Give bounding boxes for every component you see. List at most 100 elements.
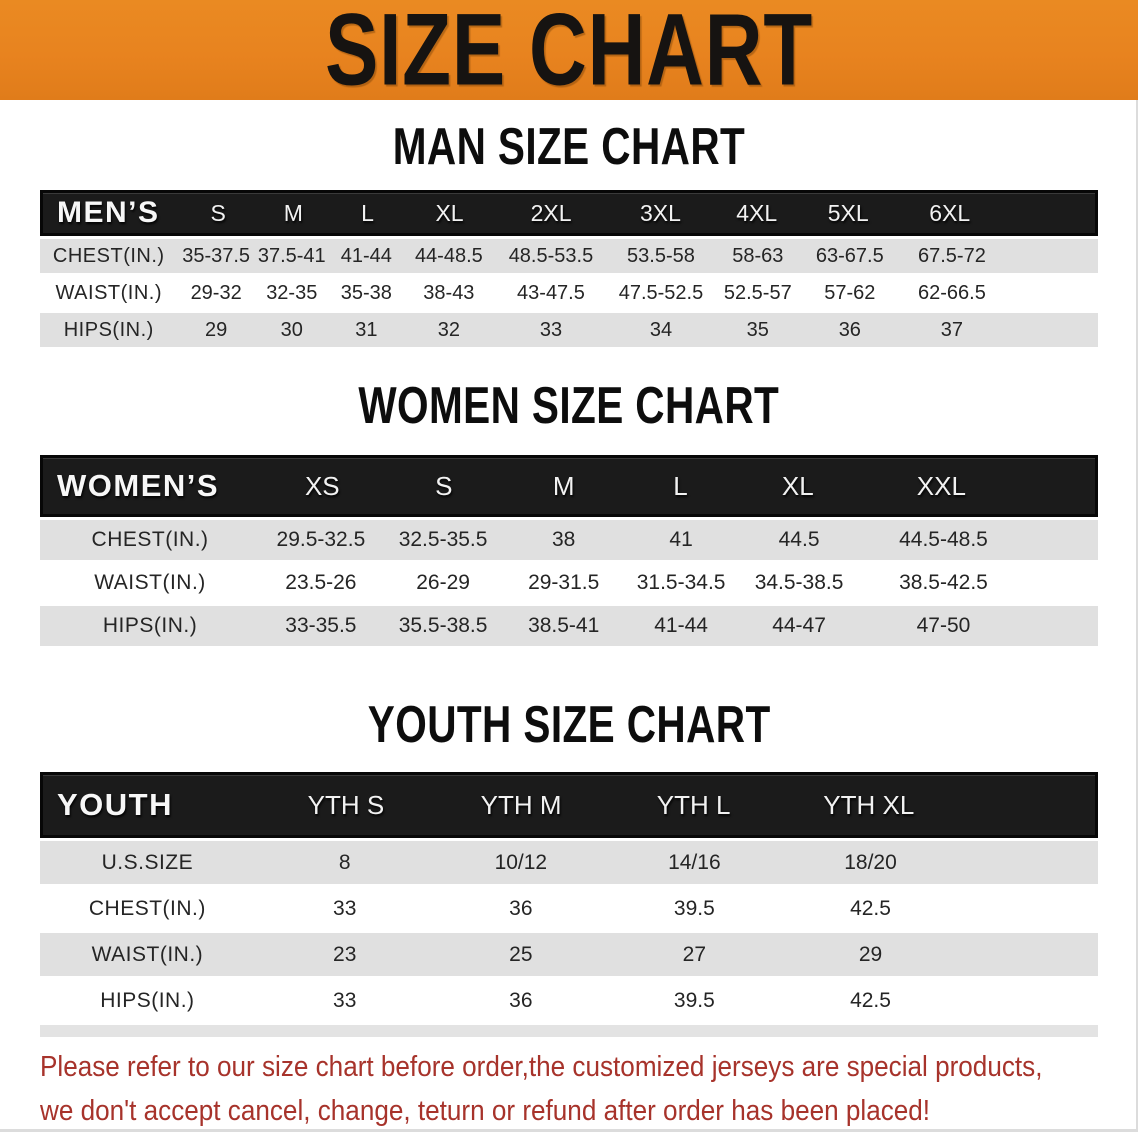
measure-value: 30: [280, 318, 303, 341]
measure-value: 44.5: [778, 528, 820, 551]
men-section-title-text: MAN SIZE CHART: [392, 118, 746, 176]
disclaimer-line-1: Please refer to our size chart before or…: [40, 1051, 1043, 1083]
youth-row-hips-in: HIPS(IN.) 33 36 39.5 42.5: [40, 979, 1098, 1022]
men-section-title: MAN SIZE CHART: [0, 118, 1138, 176]
measure-value: 8: [338, 850, 351, 874]
measure-value: 44-48.5: [414, 244, 483, 267]
youth-size-column-header: YTH M: [480, 789, 562, 820]
measure-value: 57-62: [824, 281, 876, 304]
measure-value: 29.5-32.5: [276, 528, 366, 551]
measure-value: 31.5-34.5: [636, 571, 726, 594]
youth-row-chest-in: CHEST(IN.) 33 36 39.5 42.5: [40, 887, 1098, 930]
men-size-column-header: L: [361, 199, 374, 226]
men-row-chest-in: CHEST(IN.) 35-37.5 37.5-41 41-44 44-48.5 48.5…: [40, 239, 1098, 273]
men-size-table: MEN’S S M L XL 2XL 3XL 4XL 5XL 6XL CHEST(IN.) 35-37…: [40, 190, 1098, 347]
men-size-column-header: 2XL: [530, 199, 572, 226]
measure-value: 63-67.5: [815, 244, 884, 267]
measure-value: 37: [940, 318, 964, 341]
measure-value: 33-35.5: [285, 614, 357, 637]
measure-value: 39.5: [673, 988, 715, 1012]
measure-value: 39.5: [673, 896, 715, 920]
measure-value: 35.5-38.5: [398, 614, 488, 637]
youth-header-label: YOUTH: [57, 787, 173, 822]
measure-value: 35-38: [340, 281, 392, 304]
measure-value: 47-50: [916, 614, 971, 637]
youth-section-title: YOUTH SIZE CHART: [0, 696, 1138, 754]
women-size-column-header: M: [552, 470, 575, 501]
measure-value: 29-32: [190, 281, 242, 304]
measure-value: 36: [838, 318, 861, 341]
measure-value: 41: [669, 528, 693, 551]
measure-value: 42.5: [850, 988, 891, 1012]
measure-label: CHEST(IN.): [91, 528, 209, 551]
measure-value: 32-35: [266, 281, 318, 304]
measure-value: 52.5-57: [723, 281, 792, 304]
women-header-label: WOMEN’S: [57, 468, 220, 503]
measure-label: CHEST(IN.): [88, 896, 206, 920]
men-size-column-header: 6XL: [929, 199, 971, 226]
men-table-header-row: MEN’S S M L XL 2XL 3XL 4XL 5XL 6XL: [40, 190, 1098, 236]
measure-value: 42.5: [850, 896, 891, 920]
measure-value: 37.5-41: [257, 244, 326, 267]
measure-label: HIPS(IN.): [102, 614, 198, 637]
measure-value: 23.5-26: [285, 571, 357, 594]
men-size-column-header: 4XL: [736, 199, 778, 226]
youth-row-u-s-size: U.S.SIZE 8 10/12 14/16 18/20: [40, 841, 1098, 884]
measure-label: CHEST(IN.): [52, 244, 165, 267]
measure-value: 26-29: [416, 571, 470, 594]
measure-value: 38.5-41: [528, 614, 600, 637]
measure-value: 31: [355, 318, 378, 341]
measure-value: 33: [539, 318, 563, 341]
women-section-title: WOMEN SIZE CHART: [0, 377, 1138, 435]
measure-value: 33: [333, 896, 357, 920]
measure-value: 38: [552, 528, 576, 551]
measure-value: 41-44: [340, 244, 392, 267]
measure-value: 35-37.5: [182, 244, 251, 267]
youth-table-header-row: YOUTH YTH S YTH M YTH L YTH XL: [40, 772, 1098, 838]
youth-size-table: YOUTH YTH S YTH M YTH L YTH XL U.S.SIZE 8 10/12…: [40, 772, 1098, 1037]
youth-size-column-header: YTH L: [656, 789, 731, 820]
men-size-column-header: S: [210, 199, 226, 226]
men-size-column-header: XL: [435, 199, 464, 226]
men-size-column-header: M: [283, 199, 303, 226]
measure-value: 38-43: [423, 281, 475, 304]
women-size-column-header: S: [435, 470, 453, 501]
measure-value: 29-31.5: [528, 571, 600, 594]
measure-value: 29: [205, 318, 228, 341]
youth-size-column-header: YTH XL: [823, 789, 915, 820]
women-row-hips-in: HIPS(IN.) 33-35.5 35.5-38.5 38.5-41 41-44 44-…: [40, 606, 1098, 646]
measure-value: 32: [437, 318, 460, 341]
disclaimer: Please refer to our size chart before or…: [40, 1045, 1138, 1132]
banner: SIZE CHART: [0, 0, 1138, 100]
measure-value: 34: [649, 318, 673, 341]
measure-value: 14/16: [668, 850, 721, 874]
banner-title: SIZE CHART: [325, 0, 813, 100]
measure-value: 67.5-72: [917, 244, 986, 267]
youth-row-waist-in: WAIST(IN.) 23 25 27 29: [40, 933, 1098, 976]
women-size-column-header: XXL: [916, 470, 966, 501]
men-row-waist-in: WAIST(IN.) 29-32 32-35 35-38 38-43 43-47.5 47.…: [40, 276, 1098, 310]
measure-label: U.S.SIZE: [101, 850, 194, 874]
measure-value: 10/12: [494, 850, 548, 874]
women-table-header-row: WOMEN’S XS S M L XL XXL: [40, 455, 1098, 517]
measure-value: 53.5-58: [627, 244, 695, 267]
men-header-label: MEN’S: [57, 196, 160, 229]
measure-value: 18/20: [844, 850, 897, 874]
measure-value: 25: [509, 942, 533, 966]
measure-value: 41-44: [654, 614, 708, 637]
measure-value: 62-66.5: [917, 281, 986, 304]
measure-value: 32.5-35.5: [398, 528, 488, 551]
measure-value: 43-47.5: [517, 281, 585, 304]
youth-section-title-text: YOUTH SIZE CHART: [367, 696, 771, 754]
measure-value: 36: [509, 896, 533, 920]
measure-value: 48.5-53.5: [508, 244, 594, 267]
measure-label: HIPS(IN.): [63, 318, 154, 341]
women-size-column-header: L: [673, 470, 688, 501]
men-size-column-header: 5XL: [827, 199, 869, 226]
youth-size-column-header: YTH S: [307, 789, 385, 820]
measure-value: 23: [333, 942, 357, 966]
measure-value: 27: [682, 942, 707, 966]
women-size-column-header: XL: [781, 470, 814, 501]
measure-label: HIPS(IN.): [100, 988, 195, 1012]
